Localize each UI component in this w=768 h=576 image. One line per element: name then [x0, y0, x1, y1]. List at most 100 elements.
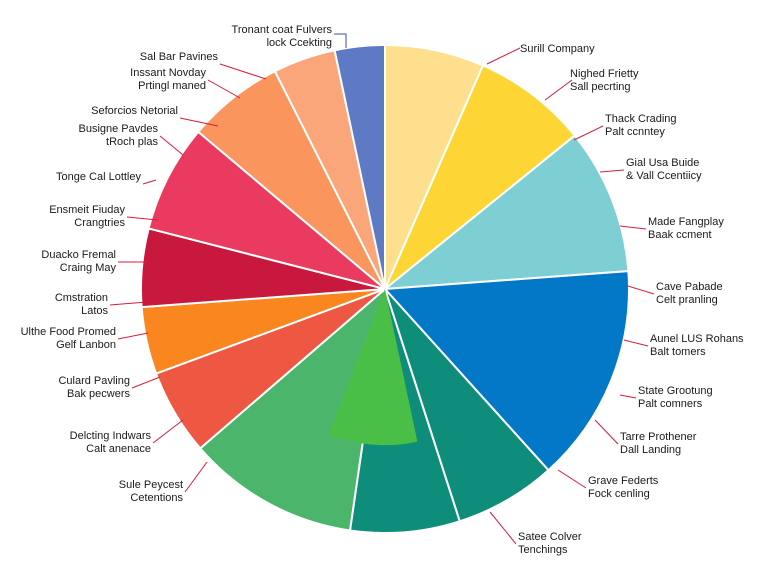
slice-label-line1: Surill Company [520, 43, 595, 55]
slice-label-line1: Cave Pabade [656, 281, 723, 293]
slice-label-line1: Aunel LUS Rohans [650, 333, 744, 345]
slice-label: Duacko Fremal Craing May [41, 249, 116, 274]
slice-label-line1: State Grootung [638, 385, 713, 397]
leader-line [126, 216, 159, 221]
slice-label: Ensmeit Fiuday Crangtries [49, 204, 125, 229]
pie-slice [381, 134, 630, 291]
pie-slices [140, 43, 630, 534]
inner-overlay [328, 289, 418, 446]
slice-label-line1: Delcting Indwars [70, 430, 152, 442]
slice-label-line2: Craing May [60, 262, 117, 274]
leader-line [627, 285, 655, 295]
slice-label: Surill Company [520, 43, 595, 55]
slice-label: Gial Usa Buide & Vall Ccentiicy [626, 157, 702, 182]
slice-label-line2: lock Ccekting [267, 37, 332, 49]
slice-label: Seforcios Netorial [91, 105, 178, 117]
slice-label-line1: Tronant coat Fulvers [232, 24, 333, 36]
pie-slice [333, 43, 386, 290]
leader-line [131, 376, 161, 389]
slice-label: Culard Pavling Bak pecwers [58, 375, 130, 400]
slice-label: Inssant Novday Prtingl maned [130, 67, 206, 92]
slice-label-line1: Sal Bar Pavines [140, 51, 219, 63]
leader-line [159, 135, 184, 156]
slice-label: Grave Federts Fock cenling [588, 475, 659, 500]
leader-line [179, 117, 219, 127]
slice-label-line1: Ulthe Food Promed [21, 326, 116, 338]
slice-label: Aunel LUS Rohans Balt tomers [650, 333, 744, 358]
slice-label: Tarre Prothener Dall Landing [620, 431, 697, 456]
leader-line [184, 461, 208, 493]
slice-label-line1: Made Fangplay [648, 216, 724, 228]
leader-line [619, 394, 637, 399]
leader-line [619, 225, 647, 230]
pie-slice [382, 270, 630, 472]
leader-lines [109, 33, 655, 545]
slice-label: Delcting Indwars Calt anenace [70, 430, 152, 455]
leader-line [207, 79, 241, 99]
pie-slice [384, 64, 577, 290]
slice-label-line1: Nighed Frietty [570, 68, 639, 80]
slice-label: Tonge Cal Lottley [56, 171, 141, 183]
slice-label-line2: Sall pecrting [570, 81, 631, 93]
slice-label-line1: Sule Peycest [119, 479, 183, 491]
slice-label-line2: tRoch plas [106, 136, 158, 148]
slice-label-line1: Grave Federts [588, 475, 659, 487]
slice-label-line1: Culard Pavling [58, 375, 130, 387]
leader-line [573, 125, 604, 141]
pie-inner-highlight [328, 289, 418, 446]
leader-line [544, 79, 573, 101]
slice-label: State Grootung Palt comners [638, 385, 713, 410]
slice-label-line1: Duacko Fremal [41, 249, 116, 261]
pie-slice [147, 130, 386, 290]
slice-label-line1: Seforcios Netorial [91, 105, 178, 117]
slice-label-line2: Crangtries [74, 217, 125, 229]
slice-label-line1: Cmstration [55, 292, 108, 304]
leader-line [152, 419, 184, 444]
slice-label: Nighed Frietty Sall pecrting [570, 68, 639, 93]
slice-label-line2: Latos [81, 305, 108, 317]
slice-label-line1: Gial Usa Buide [626, 157, 699, 169]
slice-label: Sule Peycest Cetentions [119, 479, 184, 504]
slice-label-line2: Cetentions [130, 492, 183, 504]
slice-label-line1: Satee Colver [518, 531, 582, 543]
slice-label: Made Fangplay Baak ccment [648, 216, 724, 241]
leader-line [594, 419, 619, 445]
slice-label-line2: Palt ccnntey [605, 126, 665, 138]
slice-label-line1: Thack Crading [605, 113, 677, 125]
leader-line [334, 33, 347, 48]
slice-label-line2: Calt anenace [86, 443, 151, 455]
slice-label-line2: Bak pecwers [67, 388, 130, 400]
leader-line [623, 339, 649, 347]
leader-line [109, 301, 148, 306]
slice-label-line2: Palt comners [638, 398, 703, 410]
slice-label: Sal Bar Pavines [140, 51, 219, 63]
leader-line [599, 169, 625, 173]
slice-label-line2: Celt pranling [656, 294, 718, 306]
slice-label: Thack Crading Palt ccnntey [605, 113, 677, 138]
slice-label: Cave Pabade Celt pranling [656, 281, 723, 306]
slice-label-line2: Tenchings [518, 544, 568, 556]
slice-labels: Surill Company Nighed Frietty Sall pecrtin… [21, 24, 744, 556]
slice-label-line2: Fock cenling [588, 488, 650, 500]
pie-slice [198, 286, 387, 532]
leader-line [117, 332, 149, 340]
slice-label: Ulthe Food Promed Gelf Lanbon [21, 326, 116, 351]
leader-line [489, 511, 517, 545]
slice-label-line2: & Vall Ccentiicy [626, 170, 702, 182]
slice-label-line1: Inssant Novday [130, 67, 206, 79]
slice-label-line1: Busigne Pavdes [79, 123, 159, 135]
slice-label-line2: Baak ccment [648, 229, 712, 241]
slice-label-line1: Tonge Cal Lottley [56, 171, 141, 183]
slice-label-line1: Tarre Prothener [620, 431, 697, 443]
slice-label-line1: Ensmeit Fiuday [49, 204, 125, 216]
leader-line [219, 63, 267, 80]
slice-label: Satee Colver Tenchings [518, 531, 582, 556]
leader-line [557, 469, 587, 489]
leader-line [142, 179, 157, 185]
leader-line [486, 47, 521, 65]
slice-label-line2: Gelf Lanbon [56, 339, 116, 351]
slice-label-line2: Balt tomers [650, 346, 706, 358]
slice-label-line2: Dall Landing [620, 444, 681, 456]
slice-label: Cmstration Latos [55, 292, 109, 317]
